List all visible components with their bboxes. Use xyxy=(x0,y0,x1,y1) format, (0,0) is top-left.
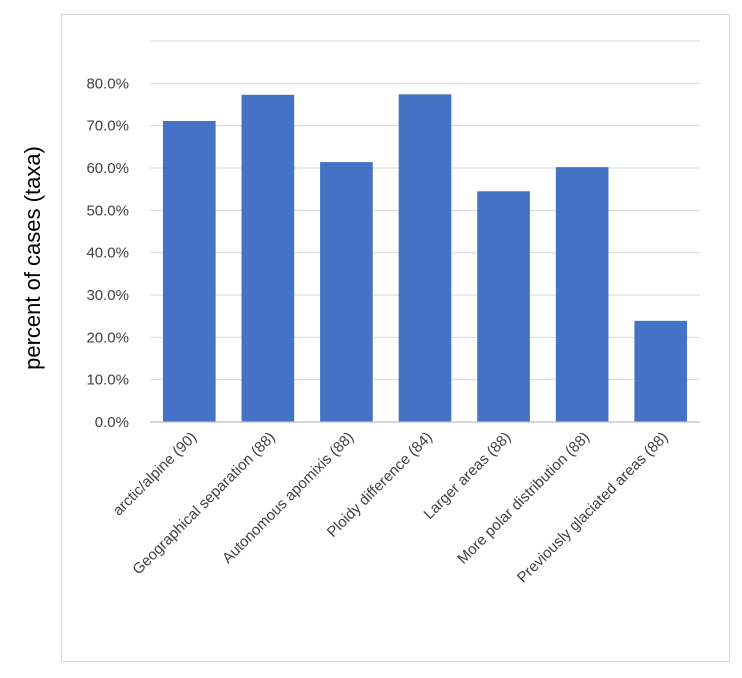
y-tick-label: 60.0% xyxy=(86,160,129,177)
y-tick-label: 10.0% xyxy=(86,372,129,389)
bar xyxy=(162,121,216,422)
y-tick-label: 30.0% xyxy=(86,287,129,304)
bar xyxy=(241,94,295,422)
x-category-label: Previously glaciated areas (88) xyxy=(514,429,672,587)
bar xyxy=(634,320,688,422)
y-tick-label: 50.0% xyxy=(86,202,129,219)
x-category-label: Geographical separation (88) xyxy=(129,429,278,578)
x-category-label: arctic/alpine (90) xyxy=(110,429,200,519)
y-tick-label: 70.0% xyxy=(86,118,129,135)
y-tick-labels: 0.0% 10.0% 20.0% 30.0% 40.0% 50.0% 60.0% 70.0% 8… xyxy=(86,75,129,431)
bar xyxy=(477,191,530,422)
bars xyxy=(162,94,688,422)
y-tick-label: 40.0% xyxy=(86,245,129,262)
y-tick-label: 80.0% xyxy=(86,75,129,92)
bar xyxy=(398,94,452,422)
y-tick-label: 20.0% xyxy=(86,329,129,346)
bar xyxy=(320,162,373,422)
y-tick-label: 0.0% xyxy=(95,414,129,431)
x-category-label: Autonomous apomixis (88) xyxy=(219,429,357,567)
x-category-label: More polar distribution (88) xyxy=(454,429,593,568)
y-axis-label: percent of cases (taxa) xyxy=(20,146,45,370)
x-category-labels: arctic/alpine (90)Geographical separatio… xyxy=(110,429,672,587)
bar xyxy=(555,167,609,422)
